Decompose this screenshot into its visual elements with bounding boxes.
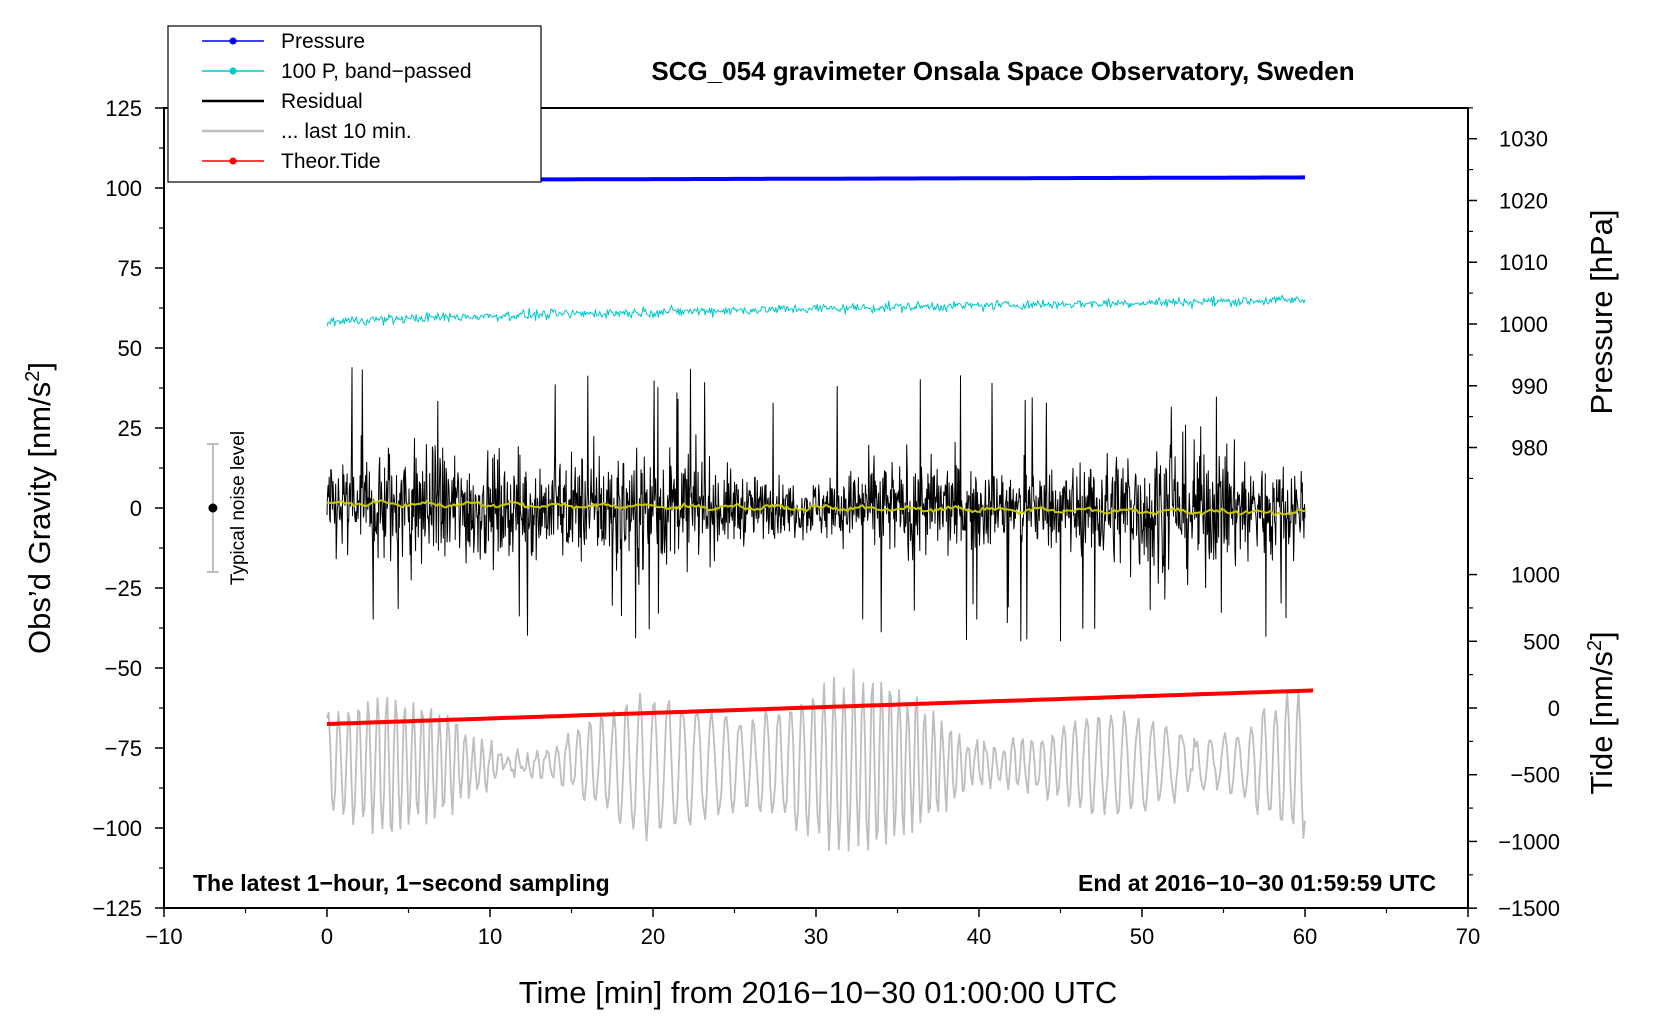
pressure-tick-label: 1030	[1499, 127, 1548, 152]
noise-bar-center-dot	[208, 503, 218, 513]
series-theoretical-tide	[326, 688, 1314, 726]
x-tick-label: 70	[1456, 924, 1480, 949]
x-tick-label: 10	[478, 924, 502, 949]
y-left-tick-label: −125	[92, 896, 142, 921]
legend-label: ... last 10 min.	[281, 120, 412, 143]
pressure-tick-label: 990	[1511, 374, 1548, 399]
tide-axis-title-main: Tide [nm/s	[1584, 651, 1619, 795]
series-last-10-min	[326, 668, 1306, 852]
annotation-sampling: The latest 1−hour, 1−second sampling	[193, 870, 610, 896]
y-left-tick-label: −100	[92, 816, 142, 841]
series-residual	[326, 367, 1306, 642]
x-tick-label: 0	[321, 924, 333, 949]
y-left-axis-title-sup: 2	[22, 371, 44, 382]
tide-axis-title-end: ]	[1584, 631, 1619, 640]
y-left-tick-label: 125	[105, 96, 142, 121]
tide-tick-label: 1000	[1511, 563, 1560, 588]
annotation-end-time: End at 2016−10−30 01:59:59 UTC	[1078, 870, 1436, 896]
pressure-tick-label: 1020	[1499, 188, 1548, 213]
x-tick-label: 30	[804, 924, 828, 949]
legend-marker	[229, 67, 237, 75]
y-left-tick-label: −25	[105, 576, 142, 601]
y-left-axis-title-end: ]	[22, 362, 57, 371]
noise-level-bar	[206, 443, 219, 573]
tide-axis-title-sup: 2	[1584, 640, 1606, 651]
legend: Pressure 100 P, band−passed Residual ... la…	[167, 25, 542, 183]
chart-title: SCG_054 gravimeter Onsala Space Observat…	[651, 56, 1354, 86]
y-left-tick-label: 50	[118, 336, 142, 361]
x-tick-label: 50	[1130, 924, 1154, 949]
tide-tick-label: −500	[1510, 763, 1560, 788]
pressure-tick-label: 1000	[1499, 312, 1548, 337]
y-left-tick-label: −50	[105, 656, 142, 681]
legend-label: Theor.Tide	[281, 150, 381, 173]
pressure-tick-label: 980	[1511, 436, 1548, 461]
pressure-axis-title: Pressure [hPa]	[1584, 209, 1619, 414]
legend-marker	[229, 37, 237, 45]
y-left-tick-label: 0	[130, 496, 142, 521]
y-left-tick-label: 75	[118, 256, 142, 281]
y-left-axis-ticks: 125 100 75 50 25 0 −25 −50 −75 −100 −125	[92, 96, 164, 921]
legend-label: Residual	[281, 90, 363, 113]
x-tick-label: 60	[1293, 924, 1317, 949]
series-band-passed	[326, 294, 1306, 327]
tide-tick-label: 0	[1548, 696, 1560, 721]
pressure-tick-label: 1010	[1499, 250, 1548, 275]
legend-label: 100 P, band−passed	[281, 60, 472, 83]
y-left-axis-title-main: Obs’d Gravity [nm/s	[22, 382, 57, 654]
legend-marker	[229, 157, 237, 165]
series-residual-smoothed	[326, 499, 1306, 516]
y-left-axis-title: Obs’d Gravity [nm/s2]	[22, 362, 57, 654]
legend-box	[167, 25, 542, 183]
y-left-tick-label: 25	[118, 416, 142, 441]
x-tick-label: 20	[641, 924, 665, 949]
legend-items: Pressure 100 P, band−passed Residual ... la…	[202, 30, 472, 173]
noise-level-label: Typical noise level	[228, 431, 249, 585]
tide-tick-label: −1500	[1498, 896, 1560, 921]
tide-tick-label: 500	[1523, 629, 1560, 654]
x-axis-title: Time [min] from 2016−10−30 01:00:00 UTC	[519, 975, 1118, 1010]
legend-label: Pressure	[281, 30, 365, 53]
tide-axis-title: Tide [nm/s2]	[1584, 631, 1619, 794]
x-axis-ticks: −10 0 10 20 30 40 50 60 70	[145, 908, 1480, 949]
y-right-axis-ticks: 1030 1020 1010 1000 990 980 1000 500 0 −500 −1000 −…	[1468, 107, 1560, 921]
x-tick-label: 40	[967, 924, 991, 949]
y-left-tick-label: −75	[105, 736, 142, 761]
y-left-tick-label: 100	[105, 176, 142, 201]
plot-lines	[326, 175, 1314, 852]
tide-tick-label: −1000	[1498, 829, 1560, 854]
x-tick-label: −10	[145, 924, 182, 949]
